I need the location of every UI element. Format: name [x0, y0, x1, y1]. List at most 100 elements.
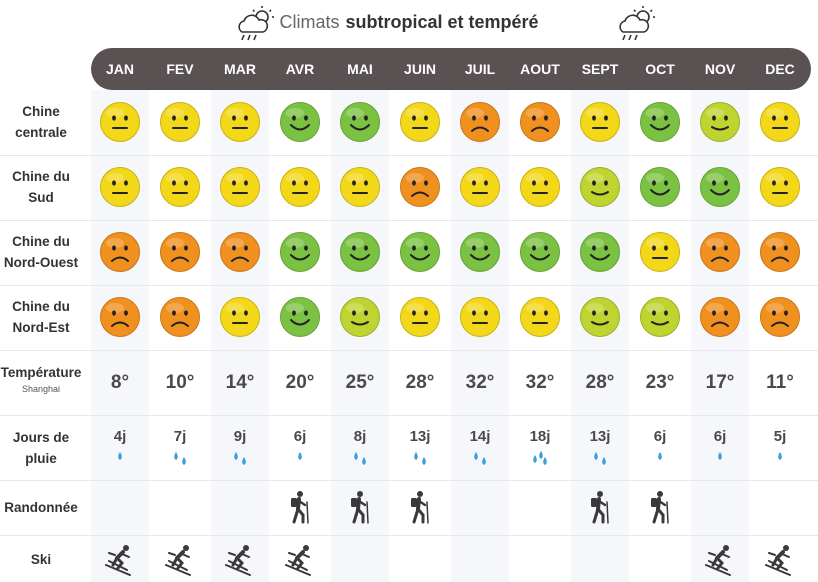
bad-smiley-icon: [700, 232, 740, 272]
skier-icon: [705, 545, 731, 576]
raindrop-icon: [778, 452, 782, 460]
hiker-icon: [351, 491, 369, 524]
raindrop-icon: [118, 452, 122, 460]
neutral-smiley-icon: [160, 167, 200, 207]
row-label-line2: Nord-Ouest: [3, 255, 79, 270]
good-smiley-icon: [460, 232, 500, 272]
raindrop-icon: [174, 452, 186, 465]
neutral-smiley-icon: [400, 297, 440, 337]
skier-icon: [225, 545, 251, 576]
row-divider: [0, 350, 818, 351]
fair-smiley-icon: [700, 102, 740, 142]
bad-smiley-icon: [700, 297, 740, 337]
temperature-label: Température: [0, 365, 82, 380]
good-smiley-icon: [520, 232, 560, 272]
temperature-value: 32°: [525, 372, 555, 393]
row-label-line2: centrale: [15, 125, 67, 140]
bad-smiley-icon: [760, 297, 800, 337]
month-label: SEPT: [581, 61, 619, 77]
skier-icon: [105, 545, 131, 576]
row-label-hiking: Randonnée: [0, 497, 82, 518]
row-label-rain: Jours de pluie: [0, 427, 82, 469]
title-bold: subtropical et tempéré: [345, 11, 539, 32]
neutral-smiley-icon: [460, 297, 500, 337]
raindrop-icon: [474, 452, 486, 465]
temperature-value: 25°: [345, 372, 375, 393]
neutral-smiley-icon: [520, 167, 560, 207]
rain-days-value: 6j: [293, 428, 307, 445]
row-label-line1: Chine du: [12, 234, 70, 249]
raindrop-icon: [718, 452, 722, 460]
neutral-smiley-icon: [400, 102, 440, 142]
neutral-smiley-icon: [280, 167, 320, 207]
row-label-line1: Chine du: [12, 169, 70, 184]
month-label: FEV: [166, 61, 194, 77]
temperature-value: 11°: [766, 372, 794, 393]
bad-smiley-icon: [100, 232, 140, 272]
bad-smiley-icon: [760, 232, 800, 272]
neutral-smiley-icon: [100, 167, 140, 207]
row-label-line1: Chine du: [12, 299, 70, 314]
title-light: Climats: [279, 11, 340, 32]
row-divider: [0, 480, 818, 481]
rain-days-value: 8j: [353, 428, 367, 445]
fair-smiley-icon: [640, 297, 680, 337]
good-smiley-icon: [280, 297, 320, 337]
month-label: AVR: [285, 61, 315, 77]
neutral-smiley-icon: [220, 102, 260, 142]
neutral-smiley-icon: [580, 102, 620, 142]
rain-days-value: 14j: [469, 428, 491, 445]
month-label: JUIN: [404, 61, 436, 77]
raindrop-icon: [298, 452, 302, 460]
bad-smiley-icon: [100, 297, 140, 337]
temperature-sublabel: Shanghai: [21, 384, 61, 394]
raindrop-icon: [658, 452, 662, 460]
hiker-icon: [591, 491, 609, 524]
good-smiley-icon: [280, 102, 320, 142]
hiker-icon: [651, 491, 669, 524]
row-label-line2: Sud: [28, 190, 54, 205]
neutral-smiley-icon: [340, 167, 380, 207]
good-smiley-icon: [400, 232, 440, 272]
rain-days-value: 4j: [113, 428, 127, 445]
rain-days-value: 13j: [409, 428, 431, 445]
row-label-northeast: Chine du Nord-Est: [0, 296, 82, 338]
temperature-value: 32°: [465, 372, 495, 393]
row-divider: [0, 415, 818, 416]
neutral-smiley-icon: [100, 102, 140, 142]
good-smiley-icon: [640, 167, 680, 207]
temperature-value: 20°: [285, 372, 315, 393]
rain-days-value: 6j: [713, 428, 727, 445]
row-label-temperature: Température Shanghai: [0, 362, 82, 395]
raindrop-icon: [414, 452, 426, 465]
temperature-value: 8°: [110, 372, 130, 393]
good-smiley-icon: [280, 232, 320, 272]
neutral-smiley-icon: [160, 102, 200, 142]
sun-cloud-rain-icon: [238, 6, 274, 41]
month-label: NOV: [704, 61, 736, 77]
temperature-value: 10°: [165, 372, 195, 393]
row-divider: [0, 285, 818, 286]
hiker-icon: [291, 491, 309, 524]
temperature-value: 28°: [405, 372, 435, 393]
month-label: DEC: [765, 61, 795, 77]
temperature-value: 28°: [585, 372, 615, 393]
bad-smiley-icon: [160, 232, 200, 272]
neutral-smiley-icon: [760, 167, 800, 207]
neutral-smiley-icon: [220, 297, 260, 337]
raindrop-icon: [354, 452, 366, 465]
neutral-smiley-icon: [640, 232, 680, 272]
row-divider: [0, 535, 818, 536]
skier-icon: [765, 545, 791, 576]
bad-smiley-icon: [160, 297, 200, 337]
row-divider: [0, 155, 818, 156]
month-label: MAR: [224, 61, 256, 77]
month-label: JUIL: [464, 61, 496, 77]
fair-smiley-icon: [580, 167, 620, 207]
raindrop-icon: [234, 452, 246, 465]
month-label: AOUT: [520, 61, 560, 77]
row-label-northwest: Chine du Nord-Ouest: [0, 231, 82, 273]
neutral-smiley-icon: [520, 297, 560, 337]
row-label-south: Chine du Sud: [0, 166, 82, 208]
good-smiley-icon: [700, 167, 740, 207]
